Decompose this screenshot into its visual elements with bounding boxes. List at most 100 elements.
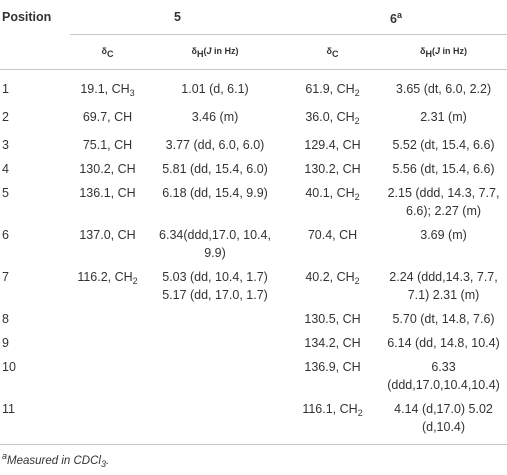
text: 136.1, CH [79, 186, 136, 200]
text: J [206, 45, 212, 56]
text: 5.56 (dt, 15.4, 6.6) [392, 162, 495, 176]
cell: 2.24 (ddd,14.3, 7.7, 7.1) 2.31 (m) [380, 265, 507, 307]
text: 5 [174, 10, 181, 24]
cell: 69.7, CH [70, 105, 145, 133]
cell: 4 [0, 157, 70, 181]
cell: 6.14 (dd, 14.8, 10.4) [380, 331, 507, 355]
cell [70, 331, 145, 355]
text: 137.0, CH [79, 228, 136, 242]
text: 5.03 (dd, 10.4, 1.7) 5.17 (dd, 17.0, 1.7… [162, 270, 268, 302]
cell [145, 397, 286, 445]
cell [145, 355, 285, 397]
row: 9 134.2, CH 6.14 (dd, 14.8, 10.4) [0, 331, 507, 355]
cell: 11 [0, 397, 70, 445]
text: Measured in CDCl [7, 455, 101, 467]
cell: 3.46 (m) [145, 105, 285, 133]
text: 5 [2, 186, 9, 200]
cell: 6 [0, 223, 70, 265]
text: a [396, 10, 402, 20]
text: ( [203, 45, 207, 56]
text: 19.1, CH [80, 82, 130, 96]
text: 9 [2, 336, 9, 350]
text: 130.2, CH [79, 162, 136, 176]
text: 10 [2, 360, 16, 374]
text: 116.2, CH [77, 270, 133, 284]
row: 1 19.1, CH3 1.01 (d, 6.1) 61.9, CH2 3.65 (dt… [0, 70, 507, 106]
text: δ [420, 45, 426, 56]
cell: 3.65 (dt, 6.0, 2.2) [380, 70, 507, 106]
cell: 70.4, CH [285, 223, 380, 265]
row: 2 69.7, CH 3.46 (m) 36.0, CH2 2.31 (m) [0, 105, 507, 133]
cell: 116.2, CH2 [70, 265, 145, 307]
text: H [196, 48, 204, 59]
text: a [2, 451, 8, 461]
cell: 40.2, CH2 [285, 265, 380, 307]
cell: 2.15 (ddd, 14.3, 7.7, 6.6); 2.27 (m) [380, 181, 507, 223]
cell: 116.1, CH2 [285, 397, 381, 445]
row: 11 116.1, CH2 4.14 (d,17.0) 5.02 (d,10.4) [0, 397, 507, 445]
text: in Hz) [440, 45, 468, 56]
cell: 3.77 (dd, 6.0, 6.0) [145, 133, 285, 157]
text: 129.4, CH [304, 138, 361, 152]
text: 2 [354, 276, 360, 286]
cell: 9 [0, 331, 70, 355]
text: 69.7, CH [82, 110, 133, 124]
text: 6.34(ddd,17.0, 10.4, 9.9) [159, 228, 271, 260]
cell: 7 [0, 265, 70, 307]
text: 3 [2, 138, 9, 152]
empty-header [0, 34, 70, 70]
group-header: 5 [70, 0, 286, 35]
cell: 5.03 (dd, 10.4, 1.7) 5.17 (dd, 17.0, 1.7… [145, 265, 285, 307]
text: 6 [2, 228, 9, 242]
cell: 75.1, CH [70, 133, 145, 157]
cell: 1.01 (d, 6.1) [145, 70, 285, 106]
cell: 3.69 (m) [380, 223, 507, 265]
sub-header: δC [70, 34, 145, 70]
text: 2 [132, 276, 138, 286]
text: C [332, 48, 339, 59]
text: 2 [357, 408, 363, 418]
text: 1 [2, 82, 9, 96]
text: 6 [390, 12, 397, 26]
cell [70, 397, 145, 445]
text: 2.31 (m) [420, 110, 467, 124]
cell: 61.9, CH2 [285, 70, 380, 106]
text: Position [2, 10, 52, 25]
text: 5.70 (dt, 14.8, 7.6) [392, 312, 495, 326]
text: 3.46 (m) [191, 110, 239, 124]
text: 75.1, CH [82, 138, 133, 152]
text: 8 [2, 312, 9, 326]
cell: 5 [0, 181, 70, 223]
text: 3.65 (dt, 6.0, 2.2) [395, 82, 492, 96]
table-body: 1 19.1, CH 3 1.01 (d, 6.1) 61.9, CH2 3.65 (dt… [0, 70, 507, 445]
sub-header: δH(J in Hz) [145, 34, 286, 70]
cell [70, 307, 145, 331]
text: 5.52 (dt, 15.4, 6.6) [392, 138, 495, 152]
text: 116.1, CH [302, 402, 358, 416]
cell: 4.14 (d,17.0) 5.02 (d,10.4) [380, 397, 507, 445]
text: δ [326, 45, 332, 56]
cell: 1 [0, 70, 70, 106]
text: 11 [2, 402, 15, 416]
text: H [425, 48, 432, 59]
text: 2 [354, 192, 360, 202]
table-head: Position 5 6a δC δH(J in Hz) δC δH(J in Hz) [0, 0, 507, 70]
cell: 6.33 (ddd,17.0,10.4,10.4) [380, 355, 507, 397]
row: 10 136.9, CH 6.33 (ddd,17.0,10.4,10.4) [0, 355, 507, 397]
text: 3.69 (m) [420, 228, 467, 242]
cell: 136.9, CH [285, 355, 380, 397]
cell: 10 [0, 355, 70, 397]
text: ( [431, 45, 435, 56]
text: 5.81 (dd, 15.4, 6.0) [162, 162, 268, 176]
text: 4 [2, 162, 9, 176]
cell: 134.2, CH [285, 331, 380, 355]
cell [145, 307, 285, 331]
row: 4 130.2, CH 5.81 (dd, 15.4, 6.0) 130.2, CH 5… [0, 157, 507, 181]
cell: 5.56 (dt, 15.4, 6.6) [380, 157, 507, 181]
row: 8 130.5, CH 5.70 (dt, 14.8, 7.6) [0, 307, 507, 331]
text: 2 [354, 88, 360, 98]
text: 4.14 (d,17.0) 5.02 (d,10.4) [394, 402, 493, 434]
cell: 130.2, CH [70, 157, 145, 181]
row: 3 75.1, CH 3.77 (dd, 6.0, 6.0) 129.4, CH 5.5… [0, 133, 507, 157]
